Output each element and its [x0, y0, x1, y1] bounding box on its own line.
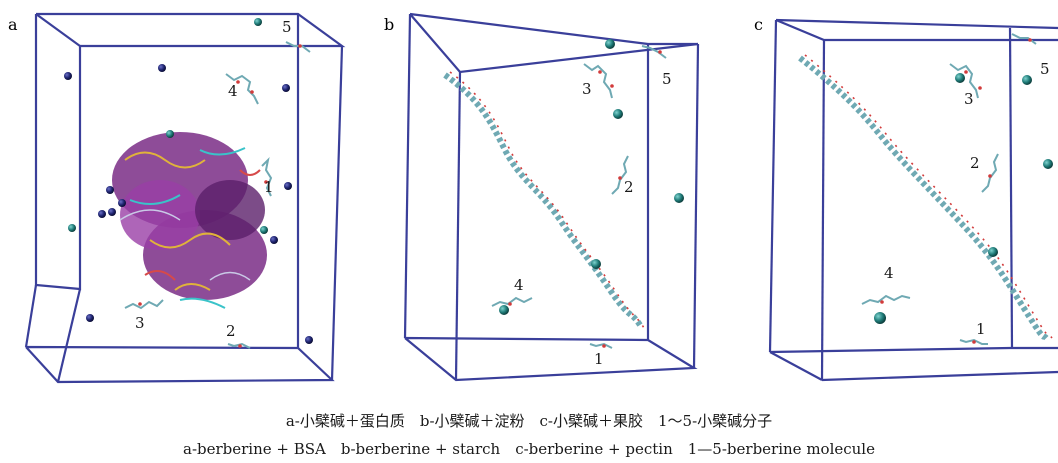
ions-b [499, 39, 684, 315]
berberine-oxygens-c [880, 38, 1032, 344]
berberine-molecules-a [124, 41, 311, 349]
panel-b-letter: b [384, 15, 394, 34]
molecule-number-1: 1 [976, 320, 986, 338]
molecule-numbers-c: 1 2 3 4 5 [884, 60, 1050, 338]
molecule-number-5: 5 [282, 18, 292, 36]
berberine-molecules-b [491, 45, 667, 349]
molecule-number-3: 3 [582, 80, 592, 98]
panel-a-letter: a [8, 15, 18, 34]
panel-c: c [754, 15, 1058, 382]
pectin-chain [798, 54, 1053, 342]
caption-english: a-berberine + BSA b-berberine + starch c… [183, 440, 875, 458]
panel-a-box [24, 12, 346, 384]
ions-a [64, 18, 313, 344]
ions-c [874, 73, 1053, 324]
panel-c-letter: c [754, 15, 763, 34]
molecule-number-2: 2 [226, 322, 236, 340]
molecule-numbers-b: 1 2 3 4 5 [514, 70, 672, 368]
molecule-number-5: 5 [1040, 60, 1050, 78]
starch-chain [443, 71, 645, 329]
panel-b-box [403, 12, 700, 382]
panel-b: b [384, 12, 700, 382]
molecule-number-3: 3 [964, 90, 974, 108]
molecule-numbers-a: 1 2 3 4 5 [135, 18, 292, 340]
molecule-number-1: 1 [594, 350, 604, 368]
berberine-molecules-c [861, 33, 1037, 345]
panel-a: a [8, 12, 346, 384]
molecule-number-4: 4 [514, 276, 524, 294]
molecule-number-2: 2 [624, 178, 634, 196]
molecule-number-5: 5 [662, 70, 672, 88]
molecule-number-3: 3 [135, 314, 145, 332]
caption-chinese: a-小檗碱＋蛋白质 b-小檗碱＋淀粉 c-小檗碱＋果胶 1～5-小檗碱分子 [285, 412, 773, 430]
berberine-oxygens-a [138, 44, 302, 348]
molecule-number-4: 4 [228, 82, 238, 100]
berberine-oxygens-b [508, 50, 662, 348]
molecule-number-4: 4 [884, 264, 894, 282]
molecule-number-2: 2 [970, 154, 980, 172]
protein-bsa [112, 132, 267, 309]
molecule-number-1: 1 [264, 178, 274, 196]
simulation-scene: a [8, 12, 1058, 384]
panel-c-box [768, 18, 1058, 382]
